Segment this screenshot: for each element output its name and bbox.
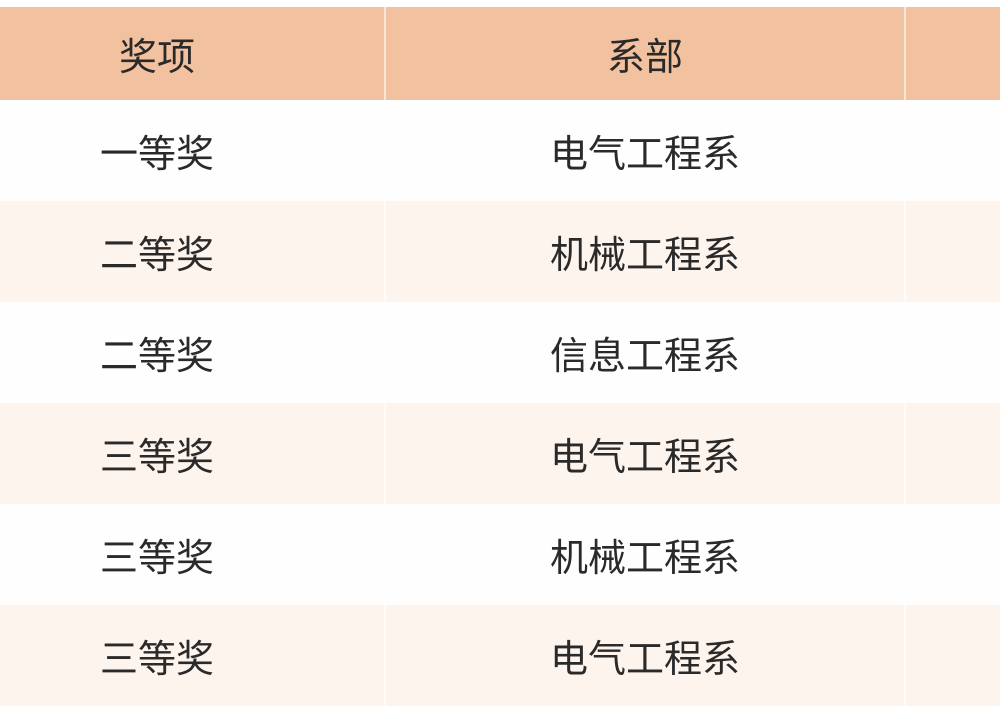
department-text: 机械工程系 (549, 233, 740, 277)
extra-cell (906, 403, 1000, 504)
table-row: 三等奖 机械工程系 (0, 504, 1000, 605)
department-cell: 机械工程系 (386, 504, 906, 605)
award-text: 二等奖 (99, 233, 214, 277)
award-cell: 三等奖 (0, 605, 386, 706)
department-cell: 信息工程系 (386, 302, 906, 403)
table-row: 三等奖 电气工程系 (0, 403, 1000, 504)
department-text: 信息工程系 (549, 334, 740, 378)
table-row: 二等奖 信息工程系 (0, 302, 1000, 403)
department-text: 电气工程系 (549, 435, 740, 479)
extra-cell (906, 201, 1000, 302)
award-text: 三等奖 (99, 435, 214, 479)
extra-cell (906, 605, 1000, 706)
header-department: 系部 (386, 7, 906, 100)
extra-cell (906, 100, 1000, 201)
table-header-row: 奖项 系部 (0, 7, 1000, 100)
award-text: 三等奖 (99, 536, 214, 580)
department-text: 电气工程系 (549, 132, 740, 176)
header-department-label: 系部 (606, 35, 683, 79)
extra-cell (906, 302, 1000, 403)
award-text: 三等奖 (99, 637, 214, 681)
department-cell: 电气工程系 (386, 403, 906, 504)
table-row: 二等奖 机械工程系 (0, 201, 1000, 302)
extra-cell (906, 504, 1000, 605)
award-cell: 一等奖 (0, 100, 386, 201)
award-text: 一等奖 (99, 132, 214, 176)
department-cell: 电气工程系 (386, 100, 906, 201)
award-text: 二等奖 (99, 334, 214, 378)
department-text: 机械工程系 (549, 536, 740, 580)
awards-table: 奖项 系部 一等奖 电气工程系 二等奖 机械工程系 二等奖 信息工程系 三等奖 电气工程系 三等… (0, 7, 1000, 706)
department-cell: 电气工程系 (386, 605, 906, 706)
department-cell: 机械工程系 (386, 201, 906, 302)
table-row: 三等奖 电气工程系 (0, 605, 1000, 706)
award-cell: 三等奖 (0, 504, 386, 605)
table-row: 一等奖 电气工程系 (0, 100, 1000, 201)
header-award: 奖项 (0, 7, 386, 100)
department-text: 电气工程系 (549, 637, 740, 681)
award-cell: 三等奖 (0, 403, 386, 504)
header-award-label: 奖项 (118, 35, 195, 79)
award-cell: 二等奖 (0, 201, 386, 302)
award-cell: 二等奖 (0, 302, 386, 403)
header-extra (906, 7, 1000, 100)
